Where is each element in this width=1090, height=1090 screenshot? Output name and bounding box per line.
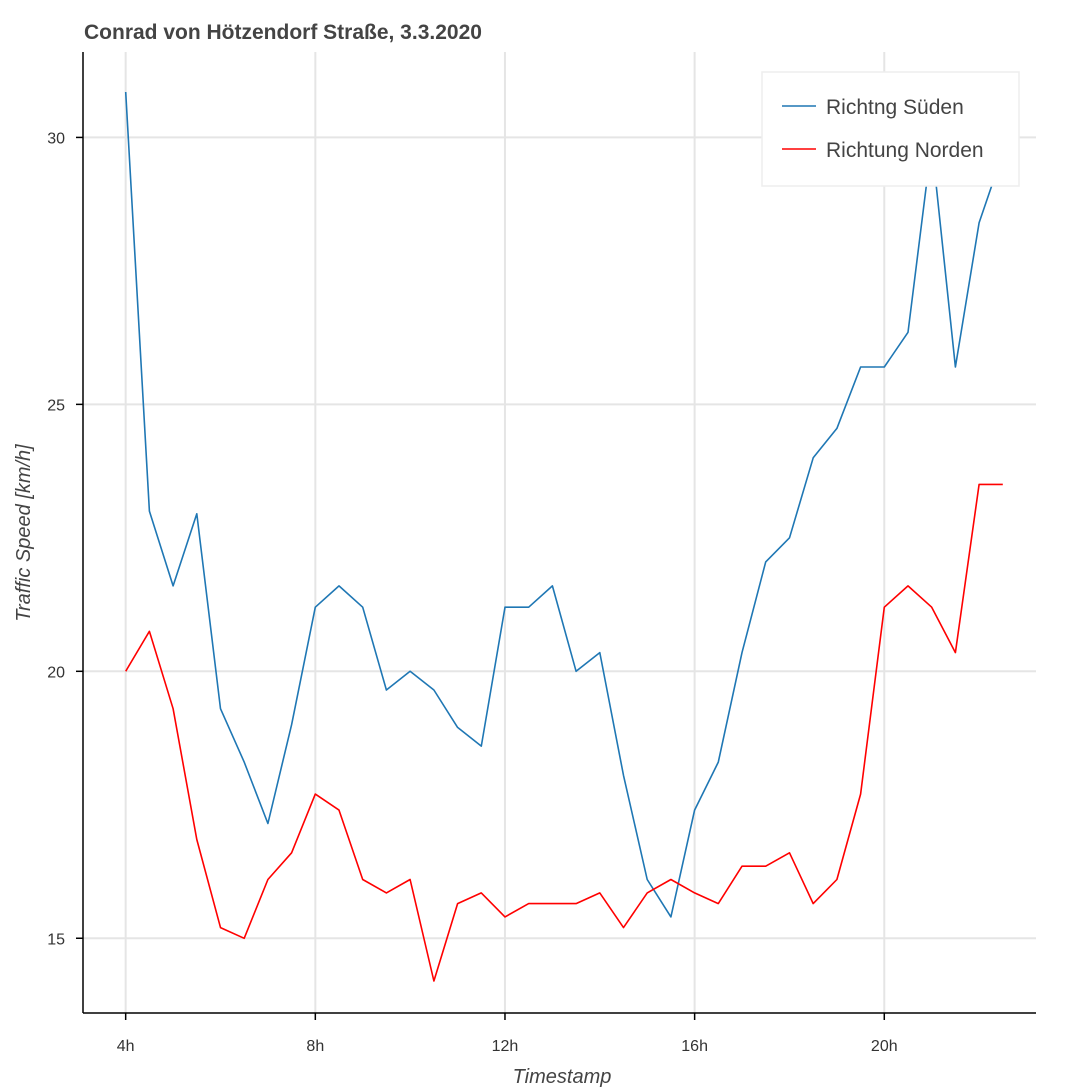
- x-tick-label: 8h: [306, 1038, 324, 1055]
- y-tick-label: 30: [47, 130, 65, 147]
- y-tick-label: 15: [47, 931, 65, 948]
- y-axis-label: Traffic Speed [km/h]: [13, 444, 35, 622]
- series-lines: [124, 91, 1004, 982]
- x-tick-label: 12h: [492, 1038, 519, 1055]
- series-line-sueden: [124, 91, 1004, 918]
- y-tick-label: 25: [47, 397, 65, 414]
- x-tick-label: 20h: [871, 1038, 898, 1055]
- legend-label-sueden: Richtng Süden: [826, 96, 964, 119]
- chart-title: Conrad von Hötzendorf Straße, 3.3.2020: [84, 21, 482, 44]
- x-tick-label: 16h: [681, 1038, 708, 1055]
- x-axis-label: Timestamp: [513, 1066, 612, 1088]
- legend-label-norden: Richtung Norden: [826, 139, 984, 162]
- series-line-norden: [125, 483, 1003, 982]
- legend: Richtng Süden Richtung Norden: [761, 71, 1020, 187]
- y-tick-label: 20: [47, 664, 65, 681]
- axes: [82, 52, 1036, 1014]
- x-axis-ticks: 4h 8h 12h 16h 20h: [117, 1013, 898, 1055]
- y-axis-ticks: 15 20 25 30: [47, 130, 83, 948]
- grid: [83, 52, 1036, 1013]
- x-tick-label: 4h: [117, 1038, 135, 1055]
- legend-box: [761, 71, 1020, 187]
